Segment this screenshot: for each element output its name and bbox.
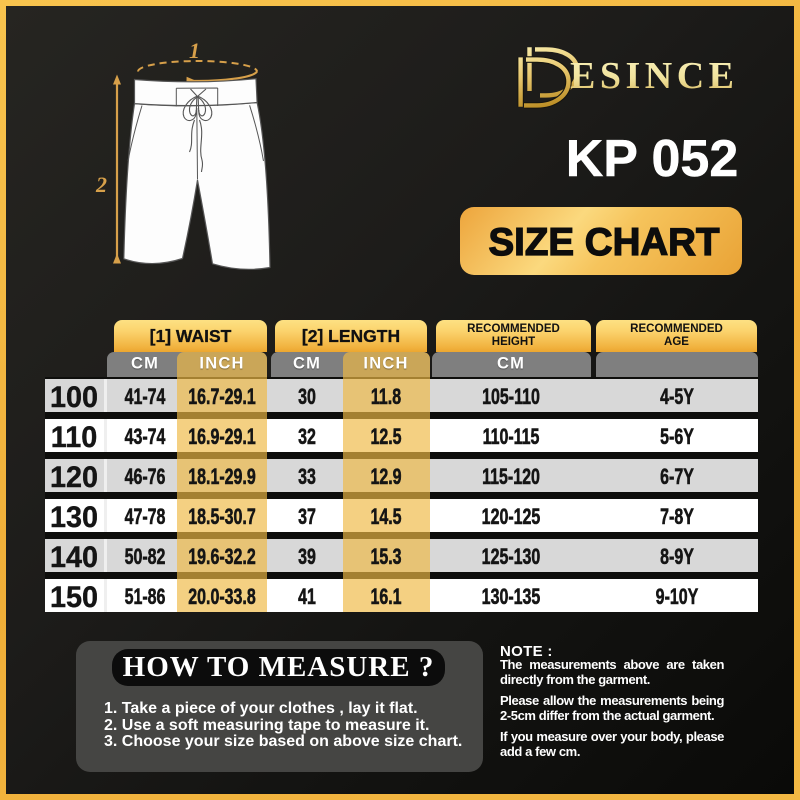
svg-text:2: 2 — [95, 172, 107, 197]
svg-text:1: 1 — [189, 38, 200, 63]
